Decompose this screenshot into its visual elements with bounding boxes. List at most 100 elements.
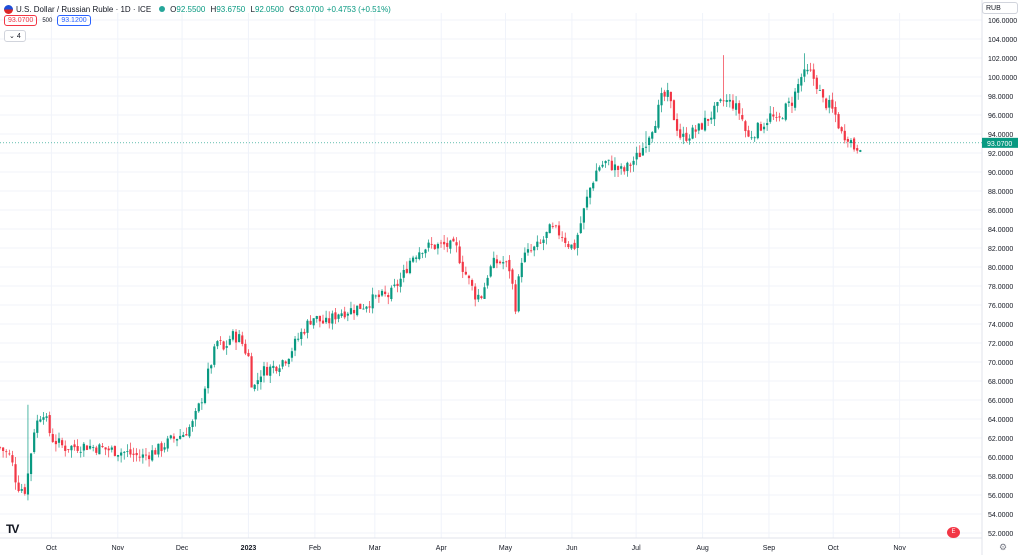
candle-body [265, 366, 269, 376]
candle-body [703, 117, 707, 131]
candle-body [818, 90, 822, 91]
candle-body [623, 167, 626, 172]
candle-body [439, 242, 443, 244]
y-tick-label: 68.0000 [988, 379, 1013, 386]
chevron-down-icon: ⌄ [9, 33, 15, 40]
x-tick-label: Aug [696, 545, 709, 552]
candle-body [151, 450, 154, 461]
candle-body [707, 118, 710, 121]
candle-body [685, 132, 688, 141]
spread-value: 500 [42, 17, 53, 24]
candle-body [579, 223, 582, 234]
candle-body [228, 339, 231, 345]
symbol-title[interactable]: U.S. Dollar / Russian Ruble · 1D · ICE [16, 4, 152, 14]
gear-icon[interactable]: ⚙ [999, 542, 1008, 552]
candle-body [430, 243, 433, 245]
candle-body [616, 166, 620, 170]
candle-body [638, 152, 641, 158]
candle-body [269, 366, 272, 376]
candle-body [511, 269, 514, 284]
candle-body [551, 226, 554, 227]
currency-button[interactable]: RUB [982, 2, 1018, 14]
candle-body [284, 361, 287, 364]
candle-body [672, 100, 676, 121]
candle-body [85, 445, 89, 450]
candle-body [731, 100, 735, 109]
candle-body [449, 240, 452, 249]
candle-body [67, 449, 70, 451]
candle-body [592, 182, 595, 189]
candle-body [101, 446, 104, 448]
candle-body [88, 445, 92, 449]
candle-body [427, 242, 430, 248]
candle-body [610, 160, 613, 171]
candle-body [483, 287, 486, 299]
candle-body [113, 446, 117, 456]
candle-body [110, 447, 113, 450]
candle-body [346, 313, 349, 316]
candle-body [138, 456, 141, 458]
candle-body [806, 69, 809, 72]
candle-body [759, 124, 763, 131]
candle-body [48, 415, 51, 434]
candle-body [331, 313, 334, 324]
candle-body [278, 368, 281, 373]
candle-body [480, 296, 483, 299]
candle-body [57, 438, 61, 443]
candle-body [20, 489, 23, 491]
candle-body [300, 331, 303, 340]
candle-body [837, 114, 840, 129]
candle-body [334, 312, 337, 320]
y-tick-label: 56.0000 [988, 493, 1013, 500]
candle-body [123, 451, 126, 453]
buy-button[interactable]: 93.1200 [57, 15, 91, 26]
candle-body [523, 252, 526, 262]
candle-body [135, 453, 138, 456]
candle-body [104, 447, 107, 450]
candle-body [825, 98, 828, 109]
candle-body [557, 225, 561, 236]
candle-body [629, 164, 632, 166]
y-tick-label: 84.0000 [988, 227, 1013, 234]
candle-body [644, 146, 648, 148]
candle-body [675, 119, 679, 131]
x-tick-label: Nov [112, 545, 125, 552]
y-tick-label: 106.0000 [988, 18, 1017, 25]
candle-body [191, 421, 194, 428]
candle-body [371, 294, 374, 309]
candle-body [508, 259, 511, 272]
events-icon[interactable]: E [947, 527, 960, 538]
candle-body [700, 123, 704, 130]
sell-button[interactable]: 93.0700 [4, 15, 38, 26]
candle-body [613, 164, 617, 171]
candle-body [359, 303, 362, 309]
candle-body [197, 403, 200, 412]
candle-body [54, 440, 58, 445]
candle-body [107, 448, 110, 451]
candle-body [238, 334, 241, 343]
y-tick-label: 66.0000 [988, 398, 1013, 405]
candle-body [241, 335, 244, 344]
candle-body [502, 262, 505, 264]
candle-body [33, 432, 36, 453]
candle-body [691, 127, 694, 139]
symbol-header: U.S. Dollar / Russian Ruble · 1D · ICE O… [4, 2, 391, 16]
candle-body [11, 455, 14, 463]
candle-body [455, 242, 458, 246]
indicators-toggle[interactable]: ⌄ 4 [4, 30, 26, 42]
candle-body [452, 238, 455, 242]
candle-body [585, 196, 589, 208]
x-tick-label: Apr [436, 545, 448, 552]
candle-body [185, 434, 188, 436]
candle-body [203, 388, 207, 404]
trade-buttons: 93.0700 500 93.1200 [4, 15, 91, 26]
candle-body [492, 257, 495, 268]
candle-body [362, 308, 365, 310]
candle-body [256, 380, 259, 385]
candle-body [626, 162, 629, 172]
candle-body [154, 450, 157, 455]
tradingview-logo-icon[interactable]: TV [6, 522, 19, 536]
candle-body [421, 253, 424, 255]
candle-body [315, 316, 318, 319]
